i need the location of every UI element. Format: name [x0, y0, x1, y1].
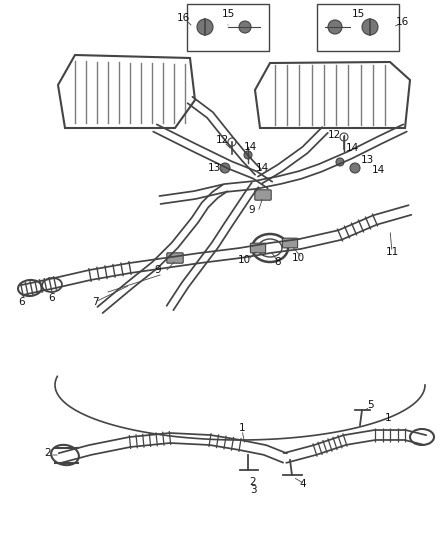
- Text: 9: 9: [155, 265, 161, 275]
- FancyBboxPatch shape: [167, 253, 183, 263]
- FancyBboxPatch shape: [251, 243, 265, 253]
- Circle shape: [239, 21, 251, 33]
- Text: 3: 3: [250, 485, 256, 495]
- Text: 14: 14: [255, 163, 268, 173]
- Text: 13: 13: [360, 155, 374, 165]
- Text: 2: 2: [45, 448, 51, 458]
- Circle shape: [350, 163, 360, 173]
- Text: 14: 14: [346, 143, 359, 153]
- Text: 5: 5: [367, 400, 373, 410]
- Text: 1: 1: [385, 413, 391, 423]
- Circle shape: [328, 20, 342, 34]
- Text: 10: 10: [237, 255, 251, 265]
- Text: 7: 7: [92, 297, 98, 307]
- Text: 12: 12: [327, 130, 341, 140]
- Circle shape: [197, 19, 213, 35]
- Text: 14: 14: [244, 142, 257, 152]
- Text: 16: 16: [177, 13, 190, 23]
- Text: 8: 8: [275, 257, 281, 267]
- Text: 1: 1: [239, 423, 245, 433]
- FancyBboxPatch shape: [283, 238, 297, 248]
- Text: 15: 15: [351, 9, 364, 19]
- Text: 15: 15: [221, 9, 235, 19]
- Circle shape: [220, 163, 230, 173]
- Text: 14: 14: [371, 165, 385, 175]
- Text: 6: 6: [19, 297, 25, 307]
- Text: 11: 11: [385, 247, 399, 257]
- Text: 2: 2: [250, 477, 256, 487]
- Circle shape: [362, 19, 378, 35]
- Circle shape: [244, 151, 252, 159]
- Text: 13: 13: [207, 163, 221, 173]
- Text: 12: 12: [215, 135, 229, 145]
- Text: 4: 4: [300, 479, 306, 489]
- Text: 9: 9: [249, 205, 255, 215]
- Text: 6: 6: [49, 293, 55, 303]
- Circle shape: [336, 158, 344, 166]
- Text: 10: 10: [291, 253, 304, 263]
- Text: 16: 16: [396, 17, 409, 27]
- FancyBboxPatch shape: [255, 190, 271, 200]
